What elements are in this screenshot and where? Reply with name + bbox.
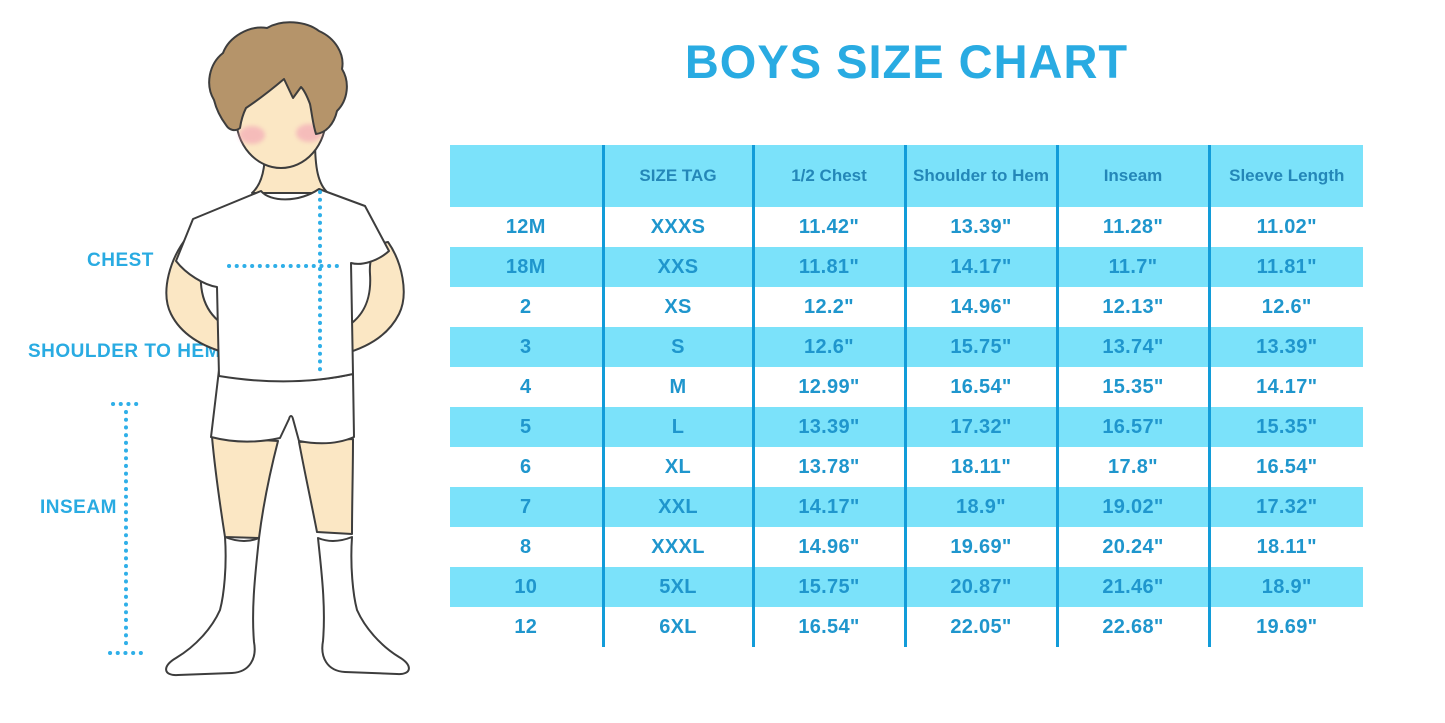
table-cell: 11.28" xyxy=(1057,207,1211,247)
table-cell: 16.57" xyxy=(1057,407,1211,447)
column-header: Sleeve Length xyxy=(1229,166,1345,186)
table-cell: 6XL xyxy=(603,607,755,647)
table-cell: 12.99" xyxy=(753,367,907,407)
table-cell: 17.8" xyxy=(1057,447,1211,487)
table-cell: 6 xyxy=(450,447,605,487)
table-body: 12M XXXS 11.42" 13.39" 11.28" 11.02" 18M XXS 11.… xyxy=(450,207,1363,647)
table-cell: 18.11" xyxy=(905,447,1059,487)
table-cell: S xyxy=(603,327,755,367)
boy-shirt xyxy=(175,188,390,383)
table-cell: 14.17" xyxy=(753,487,907,527)
table-cell: 14.17" xyxy=(905,247,1059,287)
table-cell: 19.02" xyxy=(1057,487,1211,527)
table-cell: 15.75" xyxy=(753,567,907,607)
table-cell: 18M xyxy=(450,247,605,287)
table-cell: 2 xyxy=(450,287,605,327)
table-cell: XXS xyxy=(603,247,755,287)
table-cell: 13.78" xyxy=(753,447,907,487)
size-chart-table: SIZE TAG 1/2 Chest Shoulder to Hem Inseam Sl… xyxy=(450,145,1363,647)
table-cell: 22.05" xyxy=(905,607,1059,647)
column-header xyxy=(450,145,605,207)
table-cell: 17.32" xyxy=(1256,495,1318,518)
table-cell: 11.7" xyxy=(1057,247,1211,287)
table-cell: 11.02" xyxy=(1256,215,1317,238)
table-cell: 13.39" xyxy=(753,407,907,447)
table-row: 7 XXL 14.17" 18.9" 19.02" 17.32" xyxy=(450,487,1363,527)
table-cell: 18.11" xyxy=(1256,535,1317,558)
boy-sock-left xyxy=(165,536,260,677)
table-cell: XS xyxy=(603,287,755,327)
boy-cheek-left xyxy=(239,126,265,144)
table-row: 5 L 13.39" 17.32" 16.57" 15.35" xyxy=(450,407,1363,447)
table-row: 6 XL 13.78" 18.11" 17.8" 16.54" xyxy=(450,447,1363,487)
table-cell: 7 xyxy=(450,487,605,527)
table-cell: 16.54" xyxy=(1256,455,1318,478)
table-cell: XXXL xyxy=(603,527,755,567)
table-cell: 4 xyxy=(450,367,605,407)
table-row: 4 M 12.99" 16.54" 15.35" 14.17" xyxy=(450,367,1363,407)
table-cell: 8 xyxy=(450,527,605,567)
table-cell: 20.24" xyxy=(1057,527,1211,567)
column-header: Shoulder to Hem xyxy=(905,145,1059,207)
table-cell: 16.54" xyxy=(905,367,1059,407)
table-cell: 13.74" xyxy=(1057,327,1211,367)
boy-figure-illustration xyxy=(108,21,410,677)
table-cell: 14.17" xyxy=(1256,375,1318,398)
table-cell: 5 xyxy=(450,407,605,447)
column-header: SIZE TAG xyxy=(603,145,755,207)
table-cell: 12.2" xyxy=(753,287,907,327)
table-cell: 18.9" xyxy=(905,487,1059,527)
table-cell: 17.32" xyxy=(905,407,1059,447)
inseam-label: INSEAM xyxy=(40,497,117,518)
shoulder-to-hem-label: SHOULDER TO HEM xyxy=(28,341,221,362)
table-cell: 15.35" xyxy=(1256,415,1318,438)
table-cell: 14.96" xyxy=(753,527,907,567)
table-cell: XL xyxy=(603,447,755,487)
table-cell: 20.87" xyxy=(905,567,1059,607)
table-cell: 12 xyxy=(450,607,605,647)
table-row: 18M XXS 11.81" 14.17" 11.7" 11.81" xyxy=(450,247,1363,287)
table-cell: 11.42" xyxy=(753,207,907,247)
table-cell: 12M xyxy=(450,207,605,247)
table-cell: 5XL xyxy=(603,567,755,607)
table-cell: 12.6" xyxy=(753,327,907,367)
boy-leg-left xyxy=(211,436,279,539)
boy-leg-right xyxy=(298,438,354,535)
boy-sock-right xyxy=(317,536,410,676)
table-row: 3 S 12.6" 15.75" 13.74" 13.39" xyxy=(450,327,1363,367)
table-cell: L xyxy=(603,407,755,447)
table-cell: 13.39" xyxy=(905,207,1059,247)
chest-label: CHEST xyxy=(87,250,154,271)
table-cell: 12.13" xyxy=(1057,287,1211,327)
table-cell: 12.6" xyxy=(1261,295,1312,318)
table-row: 12M XXXS 11.42" 13.39" 11.28" 11.02" xyxy=(450,207,1363,247)
boy-hair xyxy=(208,21,348,135)
table-cell: 11.81" xyxy=(1256,255,1317,278)
table-cell: XXL xyxy=(603,487,755,527)
table-header-row: SIZE TAG 1/2 Chest Shoulder to Hem Inseam Sl… xyxy=(450,145,1363,207)
table-cell: 3 xyxy=(450,327,605,367)
table-cell: 15.35" xyxy=(1057,367,1211,407)
table-cell: 13.39" xyxy=(1256,335,1318,358)
table-row: 10 5XL 15.75" 20.87" 21.46" 18.9" xyxy=(450,567,1363,607)
column-header: Inseam xyxy=(1057,145,1211,207)
table-cell: 19.69" xyxy=(1256,615,1318,638)
table-cell: 19.69" xyxy=(905,527,1059,567)
table-cell: 21.46" xyxy=(1057,567,1211,607)
table-cell: 11.81" xyxy=(753,247,907,287)
table-cell: 10 xyxy=(450,567,605,607)
table-row: 2 XS 12.2" 14.96" 12.13" 12.6" xyxy=(450,287,1363,327)
table-cell: 14.96" xyxy=(905,287,1059,327)
table-cell: M xyxy=(603,367,755,407)
table-cell: 15.75" xyxy=(905,327,1059,367)
column-header: 1/2 Chest xyxy=(753,145,907,207)
table-cell: XXXS xyxy=(603,207,755,247)
table-row: 12 6XL 16.54" 22.05" 22.68" 19.69" xyxy=(450,607,1363,647)
table-row: 8 XXXL 14.96" 19.69" 20.24" 18.11" xyxy=(450,527,1363,567)
table-cell: 18.9" xyxy=(1261,575,1312,598)
page-title: BOYS SIZE CHART xyxy=(684,35,1129,88)
table-cell: 16.54" xyxy=(753,607,907,647)
table-cell: 22.68" xyxy=(1057,607,1211,647)
